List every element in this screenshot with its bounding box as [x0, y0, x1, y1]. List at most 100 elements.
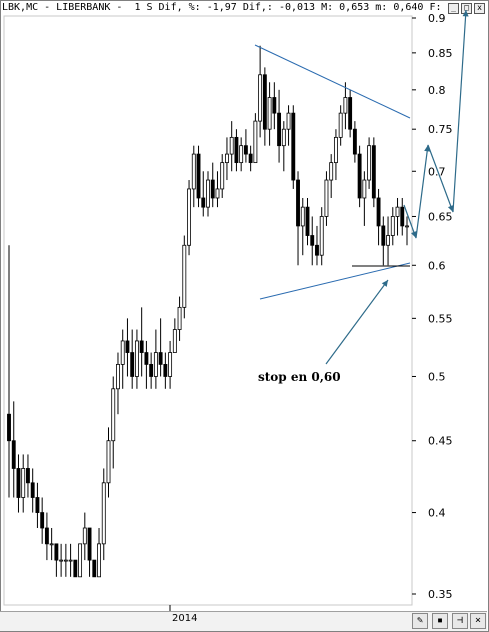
candle-up — [362, 179, 367, 199]
candle-up — [78, 543, 83, 578]
candle-down — [7, 413, 11, 442]
candle-up — [258, 74, 263, 122]
candle-up — [253, 120, 258, 164]
candle-up — [168, 352, 173, 377]
candle-up — [395, 206, 400, 217]
y-tick-label: 0.4 — [428, 507, 446, 520]
candle-up — [338, 112, 343, 138]
candle-down — [40, 512, 45, 529]
stop-annotation: stop en 0,60 — [258, 370, 341, 384]
pin-icon[interactable]: ⊣ — [452, 613, 468, 629]
y-tick-label: 0.75 — [428, 123, 453, 136]
y-tick-label: 0.35 — [428, 588, 453, 601]
candle-down — [305, 206, 310, 236]
candle-up — [300, 206, 305, 227]
candle-down — [35, 497, 40, 513]
y-tick-label: 0.65 — [428, 210, 453, 223]
candle-up — [120, 340, 125, 365]
candle-up — [177, 306, 182, 330]
candle-down — [11, 440, 16, 469]
y-tick-label: 0.9 — [428, 12, 446, 25]
candle-down — [348, 97, 353, 130]
candle-down — [158, 352, 163, 365]
candle-down — [400, 206, 405, 227]
window-title: LBK,MC - LIBERBANK - 1 S Dif, %: -1,97 D… — [2, 2, 442, 13]
candle-up — [101, 482, 106, 545]
candle-down — [376, 197, 381, 227]
candle-up — [333, 136, 338, 164]
projection-arrowhead — [462, 10, 469, 17]
candle-up — [324, 179, 329, 217]
price-chart: 0.35 0.4 0.45 0.5 0.55 0.6 0.65 0.7 0.75 0.8 0.85 0… — [3, 9, 469, 611]
candle-up — [21, 468, 26, 498]
candle-up — [63, 559, 68, 562]
minimize-button[interactable]: _ — [448, 3, 459, 14]
projection-arrowhead — [447, 205, 454, 212]
candle-up — [267, 97, 272, 130]
x-axis-year-label: 2014 — [172, 613, 198, 624]
save-icon[interactable]: ▪ — [432, 613, 448, 629]
plot-area — [3, 15, 413, 606]
candle-up — [329, 162, 334, 181]
candle-up — [390, 216, 395, 236]
candle-up — [229, 136, 234, 155]
close-button[interactable]: x — [474, 3, 485, 14]
candle-up — [386, 235, 390, 246]
candle-down — [371, 145, 376, 199]
candle-up — [82, 527, 87, 545]
candle-up — [49, 543, 54, 546]
candle-up — [106, 440, 111, 484]
candle-down — [296, 179, 300, 227]
candle-down — [315, 244, 319, 256]
candle-up — [286, 112, 291, 130]
candle-down — [262, 74, 267, 130]
candle-up — [59, 559, 64, 562]
candle-up — [215, 188, 220, 199]
candle-down — [381, 225, 386, 246]
candle-down — [210, 179, 215, 199]
candle-down — [248, 153, 253, 164]
candle-down — [163, 363, 168, 377]
candle-up — [220, 162, 225, 190]
candle-up — [116, 363, 120, 390]
y-tick-label: 0.5 — [428, 370, 446, 383]
close-icon[interactable]: × — [470, 613, 486, 629]
candle-down — [243, 145, 248, 155]
candle-up — [97, 543, 101, 578]
candle-down — [92, 559, 97, 578]
candle-up — [111, 388, 116, 442]
candle-up — [187, 188, 191, 246]
y-tick-label: 0.85 — [428, 47, 453, 60]
projection-arrowhead — [410, 231, 417, 238]
candle-down — [44, 527, 49, 545]
candle-up — [182, 244, 187, 308]
candle-down — [26, 468, 30, 484]
candle-up — [134, 340, 139, 377]
candle-down — [144, 352, 149, 365]
y-tick-label: 0.6 — [428, 259, 446, 272]
y-tick-label: 0.55 — [428, 312, 453, 325]
candle-up — [225, 153, 229, 164]
candle-down — [149, 363, 154, 377]
stop-arrow — [325, 279, 389, 365]
candle-up — [343, 97, 348, 114]
candle-up — [153, 352, 158, 377]
candle-down — [73, 559, 78, 578]
candle-down — [130, 352, 135, 377]
candle-up — [367, 145, 372, 181]
y-tick-label: 0.8 — [428, 84, 446, 97]
candle-down — [277, 112, 282, 147]
y-tick-label: 0.7 — [428, 165, 446, 178]
candle-down — [291, 112, 296, 181]
candle-up — [281, 128, 286, 147]
candle-down — [272, 97, 277, 114]
draw-tool-icon[interactable]: ✎ — [412, 613, 428, 629]
stop-arrowhead — [381, 280, 388, 287]
candle-up — [172, 329, 177, 353]
candle-down — [139, 340, 144, 353]
candle-down — [30, 482, 35, 498]
lower-trendline — [259, 262, 411, 300]
candle-down — [87, 527, 92, 561]
projection-arrowhead — [424, 145, 431, 152]
